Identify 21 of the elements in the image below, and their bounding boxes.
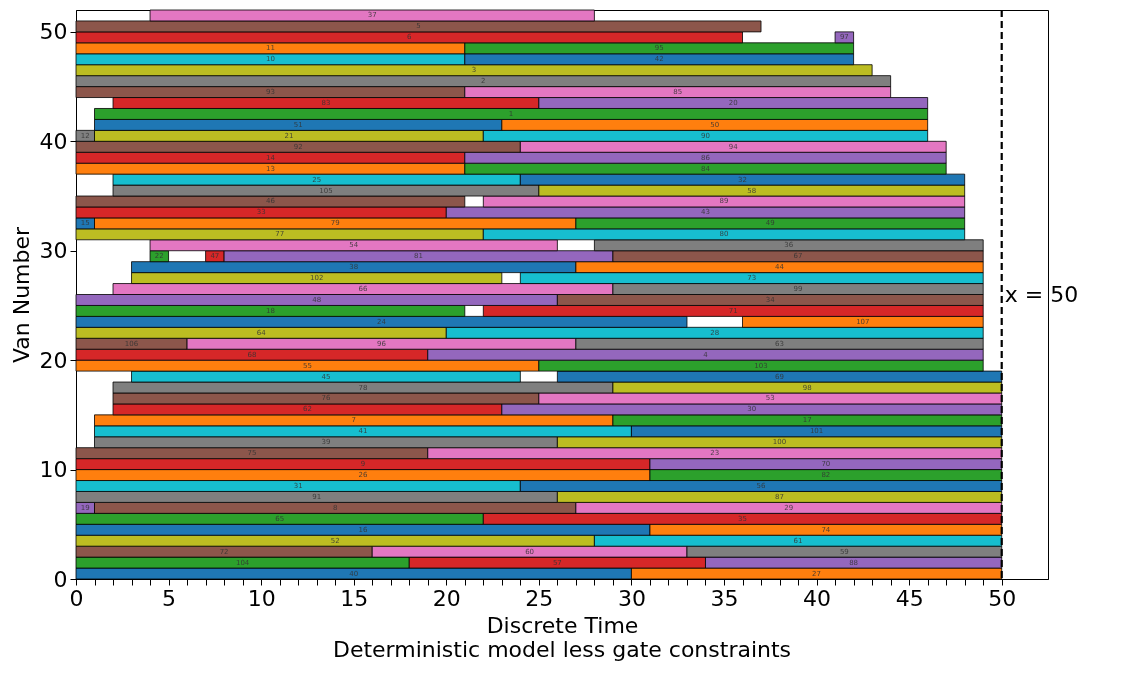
- x-tick-label: 45: [895, 585, 924, 611]
- y-axis-title: Van Number: [8, 225, 34, 364]
- y-tick-label: 50: [39, 19, 68, 45]
- x-tick-label: 10: [247, 585, 276, 611]
- x-tick-label: 20: [432, 585, 461, 611]
- x-tick-label: 30: [617, 585, 646, 611]
- x-tick-label: 25: [525, 585, 554, 611]
- x-tick-label: 40: [803, 585, 832, 611]
- x-tick-label: 0: [69, 585, 84, 611]
- text: Deterministic model less gate constraints: [332, 637, 792, 662]
- y-tick-label: 30: [39, 238, 68, 264]
- x-tick-label: 5: [162, 585, 177, 611]
- x-tick-label: 50: [988, 585, 1017, 611]
- y-tick-label: 0: [53, 566, 68, 592]
- y-tick-label: 40: [39, 128, 68, 154]
- y-tick-label: 20: [39, 347, 68, 373]
- y-tick-label: 10: [39, 457, 68, 483]
- ref-line-label: x = 50: [1004, 281, 1079, 307]
- x-tick-label: 15: [340, 585, 369, 611]
- x-axis-title: Discrete Time: [486, 612, 639, 638]
- x-tick-label: 35: [710, 585, 739, 611]
